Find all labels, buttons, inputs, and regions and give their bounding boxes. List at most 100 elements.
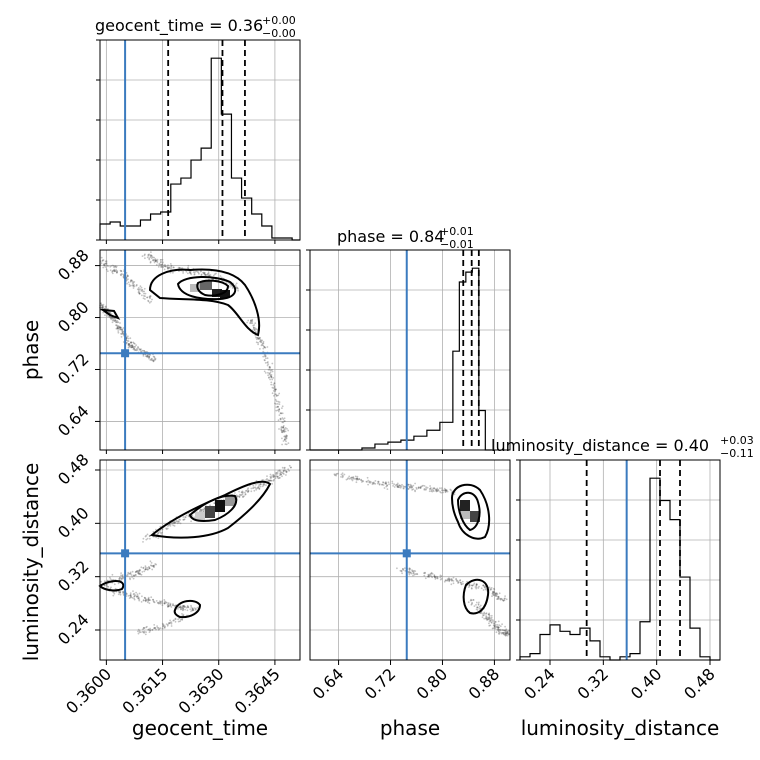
sample-point: [141, 288, 143, 291]
sample-point: [287, 429, 290, 432]
sample-point: [155, 536, 158, 539]
sample-point: [131, 570, 134, 573]
sample-point: [489, 588, 492, 590]
contour-line: [99, 308, 121, 320]
sample-point: [184, 605, 187, 608]
sample-point: [506, 634, 509, 637]
sample-point: [247, 490, 249, 493]
sample-point: [237, 495, 240, 497]
sample-point: [156, 602, 159, 604]
sample-point: [194, 271, 196, 273]
sample-point: [152, 600, 155, 602]
sample-point: [147, 596, 150, 599]
sample-point: [393, 486, 396, 488]
sample-point: [203, 271, 205, 274]
title-geocent-time-minus: −0.00: [262, 27, 296, 40]
sample-point: [492, 590, 494, 593]
sample-point: [445, 489, 448, 492]
sample-point: [155, 259, 157, 261]
sample-point: [114, 587, 117, 590]
sample-point: [200, 509, 202, 511]
sample-point: [206, 274, 209, 276]
sample-point: [399, 484, 402, 487]
sample-point: [280, 473, 282, 476]
sample-point: [130, 280, 132, 282]
scatter-layer: [99, 251, 511, 637]
sample-point: [433, 574, 436, 576]
sample-point: [122, 590, 124, 593]
sample-point: [144, 599, 147, 602]
sample-point: [174, 617, 177, 620]
sample-point: [414, 570, 417, 572]
sample-point: [260, 341, 263, 344]
sample-point: [404, 567, 406, 569]
sample-point: [132, 347, 135, 349]
sample-point: [502, 633, 505, 636]
sample-point: [133, 574, 136, 577]
sample-point: [110, 586, 112, 589]
sample-point: [286, 428, 288, 430]
sample-point: [111, 264, 114, 267]
sample-point: [155, 563, 158, 566]
sample-point: [382, 481, 384, 484]
sample-point: [121, 328, 123, 331]
sample-point: [179, 519, 182, 521]
sample-point: [396, 484, 399, 486]
sample-point: [436, 577, 439, 580]
sample-point: [160, 266, 163, 268]
sample-point: [182, 605, 185, 607]
sample-point: [277, 477, 280, 480]
sample-point: [263, 370, 266, 373]
sample-point: [353, 478, 356, 480]
truth-marker: [121, 549, 130, 558]
title-phase-minus: −0.01: [440, 238, 474, 251]
sample-point: [263, 345, 265, 348]
sample-point: [403, 485, 406, 488]
sample-point: [269, 477, 272, 479]
sample-point: [264, 346, 267, 349]
sample-point: [493, 594, 496, 597]
sample-point: [255, 488, 258, 491]
sample-point: [256, 338, 258, 341]
sample-point: [113, 320, 116, 322]
sample-point: [119, 592, 121, 594]
sample-point: [505, 632, 508, 635]
sample-point: [200, 509, 203, 512]
sample-point: [101, 305, 104, 307]
sample-point: [261, 339, 264, 342]
sample-point: [505, 631, 508, 634]
sample-point: [270, 375, 273, 378]
sample-point: [430, 488, 433, 491]
sample-point: [182, 606, 185, 609]
sample-point: [472, 583, 475, 586]
sample-point: [257, 337, 260, 340]
sample-point: [369, 482, 371, 484]
sample-point: [128, 344, 131, 347]
sample-point: [500, 632, 503, 635]
sample-point: [358, 478, 361, 481]
sample-point: [502, 631, 505, 634]
sample-point: [147, 599, 150, 602]
sample-point: [112, 594, 115, 597]
sample-point: [234, 284, 237, 286]
sample-point: [285, 474, 287, 476]
sample-point: [358, 478, 361, 480]
sample-point: [116, 272, 118, 274]
sample-point: [138, 568, 141, 571]
sample-point: [142, 566, 145, 569]
sample-point: [138, 599, 141, 602]
sample-point: [114, 265, 116, 268]
sample-point: [146, 355, 149, 358]
sample-point: [281, 429, 284, 432]
sample-point: [112, 269, 114, 272]
sample-point: [479, 604, 482, 607]
sample-point: [482, 584, 485, 587]
sample-point: [497, 629, 499, 631]
sample-point: [138, 569, 141, 572]
sample-point: [360, 478, 362, 481]
sample-point: [508, 633, 510, 636]
sample-point: [437, 488, 440, 491]
sample-point: [262, 340, 265, 343]
sample-point: [372, 482, 375, 484]
sample-point: [285, 437, 288, 440]
